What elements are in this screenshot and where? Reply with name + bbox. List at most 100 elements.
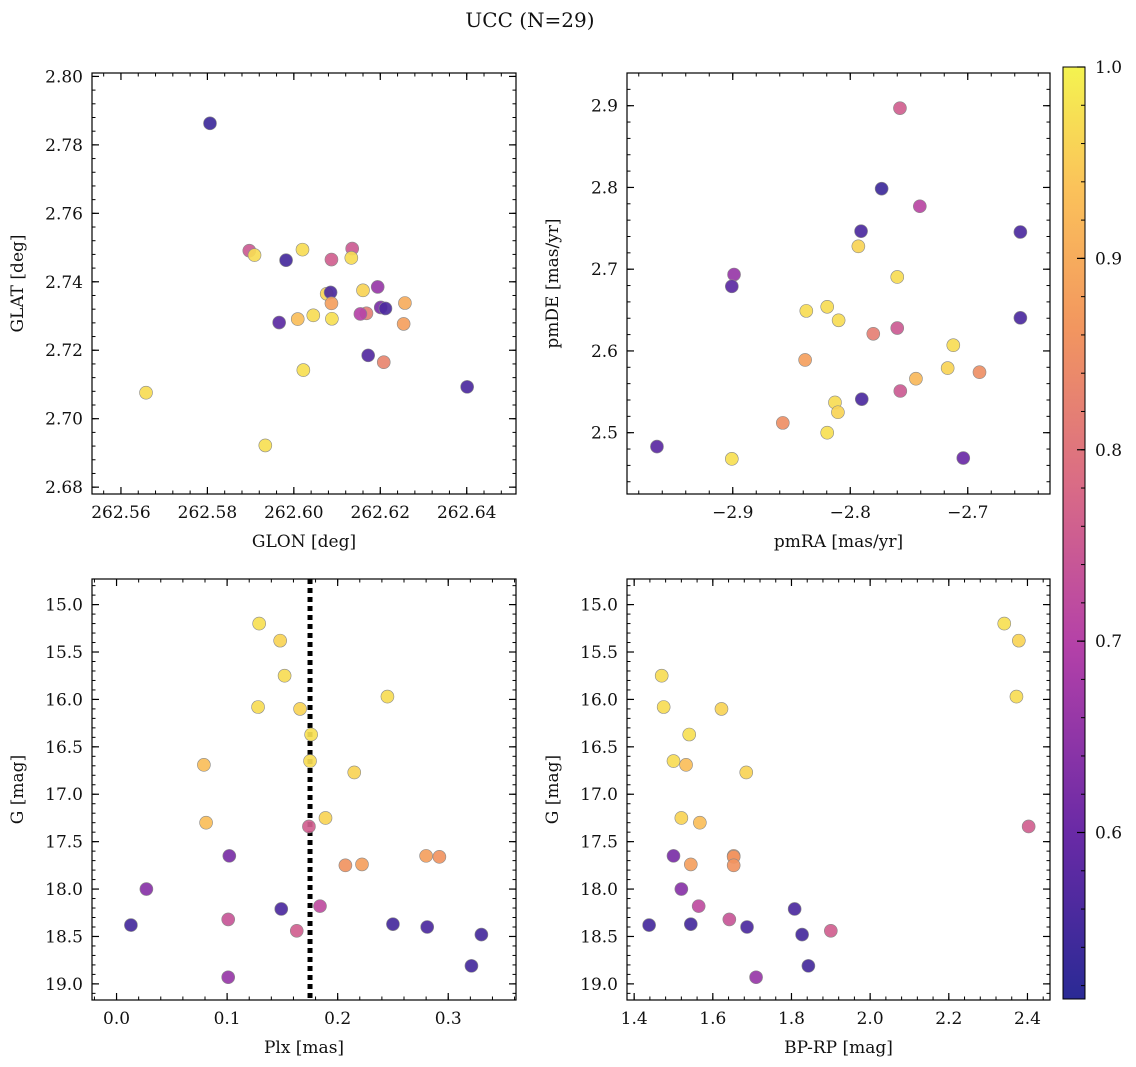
scatter-point <box>338 858 353 873</box>
scatter-point <box>325 311 339 326</box>
scatter-point <box>940 361 955 375</box>
scatter-point <box>893 101 907 115</box>
panel-pmra-pmde: −2.9 −2.8 −2.7 2.5 2.6 2.7 2.8 2.9 pmRA [mas/yr]… <box>543 72 1051 552</box>
y-tick-label: 18.5 <box>580 927 618 947</box>
scatter-point <box>356 283 370 298</box>
panel-bprp-g: 1.4 1.6 1.8 2.0 2.2 2.4 15.0 15.5 16.0 16.5 17.0 17… <box>543 578 1051 1058</box>
scatter-point <box>831 405 845 420</box>
scatter-point <box>1013 225 1028 239</box>
scatter-point <box>666 754 681 768</box>
x-tick-label: 262.60 <box>264 503 323 523</box>
scatter-point <box>820 299 835 314</box>
scatter-point <box>347 765 362 780</box>
x-tick-label: 1.8 <box>778 1009 805 1029</box>
scatter-point <box>831 313 846 328</box>
scatter-point <box>740 920 754 934</box>
scatter-point <box>787 902 802 916</box>
scatter-point <box>909 371 923 386</box>
scatter-point <box>674 811 689 825</box>
scatter-point <box>674 882 689 896</box>
scatter-point <box>273 633 287 648</box>
y-tick-label: 2.9 <box>591 97 618 117</box>
colorbar: 0.6 0.7 0.8 0.9 1.0 <box>1062 58 1122 1000</box>
axes-frame-bprp-g <box>626 578 1051 1001</box>
x-tick-label: 1.4 <box>621 1009 648 1029</box>
scatter-point <box>460 380 474 394</box>
scatter-point <box>997 616 1012 631</box>
x-tick-label: 0.1 <box>214 1009 241 1029</box>
scatter-point <box>344 251 359 265</box>
scatter-point <box>303 754 317 768</box>
x-axis-label: BP-RP [mag] <box>784 1038 893 1058</box>
scatter-point <box>274 902 289 916</box>
scatter-point <box>318 811 333 825</box>
y-tick-label: 2.78 <box>45 136 83 156</box>
scatter-point <box>1012 633 1026 648</box>
x-tick-label: 2.0 <box>857 1009 884 1029</box>
colorbar-tick-label: 0.6 <box>1095 824 1122 844</box>
y-tick-label: 2.5 <box>591 424 618 444</box>
scatter-point <box>361 348 375 363</box>
colorbar-tick-label: 0.9 <box>1095 249 1122 269</box>
scatter-point <box>683 917 698 931</box>
scatter-point <box>251 700 265 714</box>
panel-glon-glat: 262.56 262.58 262.60 262.62 262.64 2.68 2.70 2.… <box>8 67 517 552</box>
colorbar-tick-label: 0.8 <box>1095 441 1122 461</box>
x-tick-label: 1.6 <box>699 1009 726 1029</box>
scatter-point <box>1013 311 1028 325</box>
scatter-point <box>851 239 866 254</box>
y-tick-label: 17.5 <box>580 833 618 853</box>
y-tick-label: 16.5 <box>580 738 618 758</box>
scatter-point <box>464 959 479 973</box>
scatter-point <box>824 923 838 938</box>
scatter-point <box>306 308 321 323</box>
scatter-point <box>221 912 236 927</box>
colorbar-tick-label: 1.0 <box>1095 58 1122 78</box>
scatter-point <box>289 923 304 938</box>
x-axis-label: Plx [mas] <box>264 1038 344 1058</box>
scatter-point <box>203 116 217 131</box>
scatter-point <box>913 199 927 214</box>
x-tick-label: −2.9 <box>712 503 753 523</box>
scatter-point <box>890 321 905 335</box>
scatter-point <box>776 416 790 430</box>
axes-frame-pmra-pmde <box>626 72 1051 495</box>
scatter-point <box>302 819 316 834</box>
scatter-point <box>199 815 213 830</box>
scatter-point <box>725 279 739 294</box>
panel-plx-g: 0.0 0.1 0.2 0.3 15.0 15.5 16.0 16.5 17.0 17.5 18.0… <box>8 578 517 1058</box>
y-tick-label: 17.0 <box>45 785 83 805</box>
scatter-point <box>799 304 814 318</box>
x-tick-label: 0.2 <box>324 1009 351 1029</box>
scatter-point <box>854 392 869 406</box>
x-tick-label: 262.58 <box>178 503 237 523</box>
scatter-point <box>277 668 292 683</box>
y-tick-label: 15.5 <box>45 643 83 663</box>
scatter-point <box>324 296 339 311</box>
scatter-point <box>396 317 411 331</box>
colorbar-gradient <box>1062 66 1086 1000</box>
x-tick-label: 0.0 <box>103 1009 130 1029</box>
y-axis-label: pmDE [mas/yr] <box>543 218 563 348</box>
scatter-point <box>679 758 693 772</box>
y-tick-label: 2.7 <box>591 260 618 280</box>
scatter-point <box>474 927 489 942</box>
scatter-point <box>682 727 697 742</box>
x-tick-label: 0.3 <box>435 1009 462 1029</box>
scatter-point <box>353 307 368 321</box>
scatter-point <box>1009 689 1024 704</box>
scatter-point <box>313 899 327 913</box>
scatter-point <box>683 857 698 872</box>
x-tick-label: 262.62 <box>351 503 410 523</box>
scatter-point <box>221 970 236 985</box>
scatter-point <box>355 857 369 872</box>
scatter-point <box>1021 819 1036 834</box>
scatter-point <box>324 252 339 267</box>
scatter-point <box>432 850 447 864</box>
x-axis-label: GLON [deg] <box>252 532 356 552</box>
scatter-point <box>749 970 763 985</box>
y-tick-label: 2.68 <box>45 478 83 498</box>
y-tick-label: 18.5 <box>45 927 83 947</box>
scatter-point <box>725 452 739 466</box>
y-tick-label: 16.0 <box>45 690 83 710</box>
